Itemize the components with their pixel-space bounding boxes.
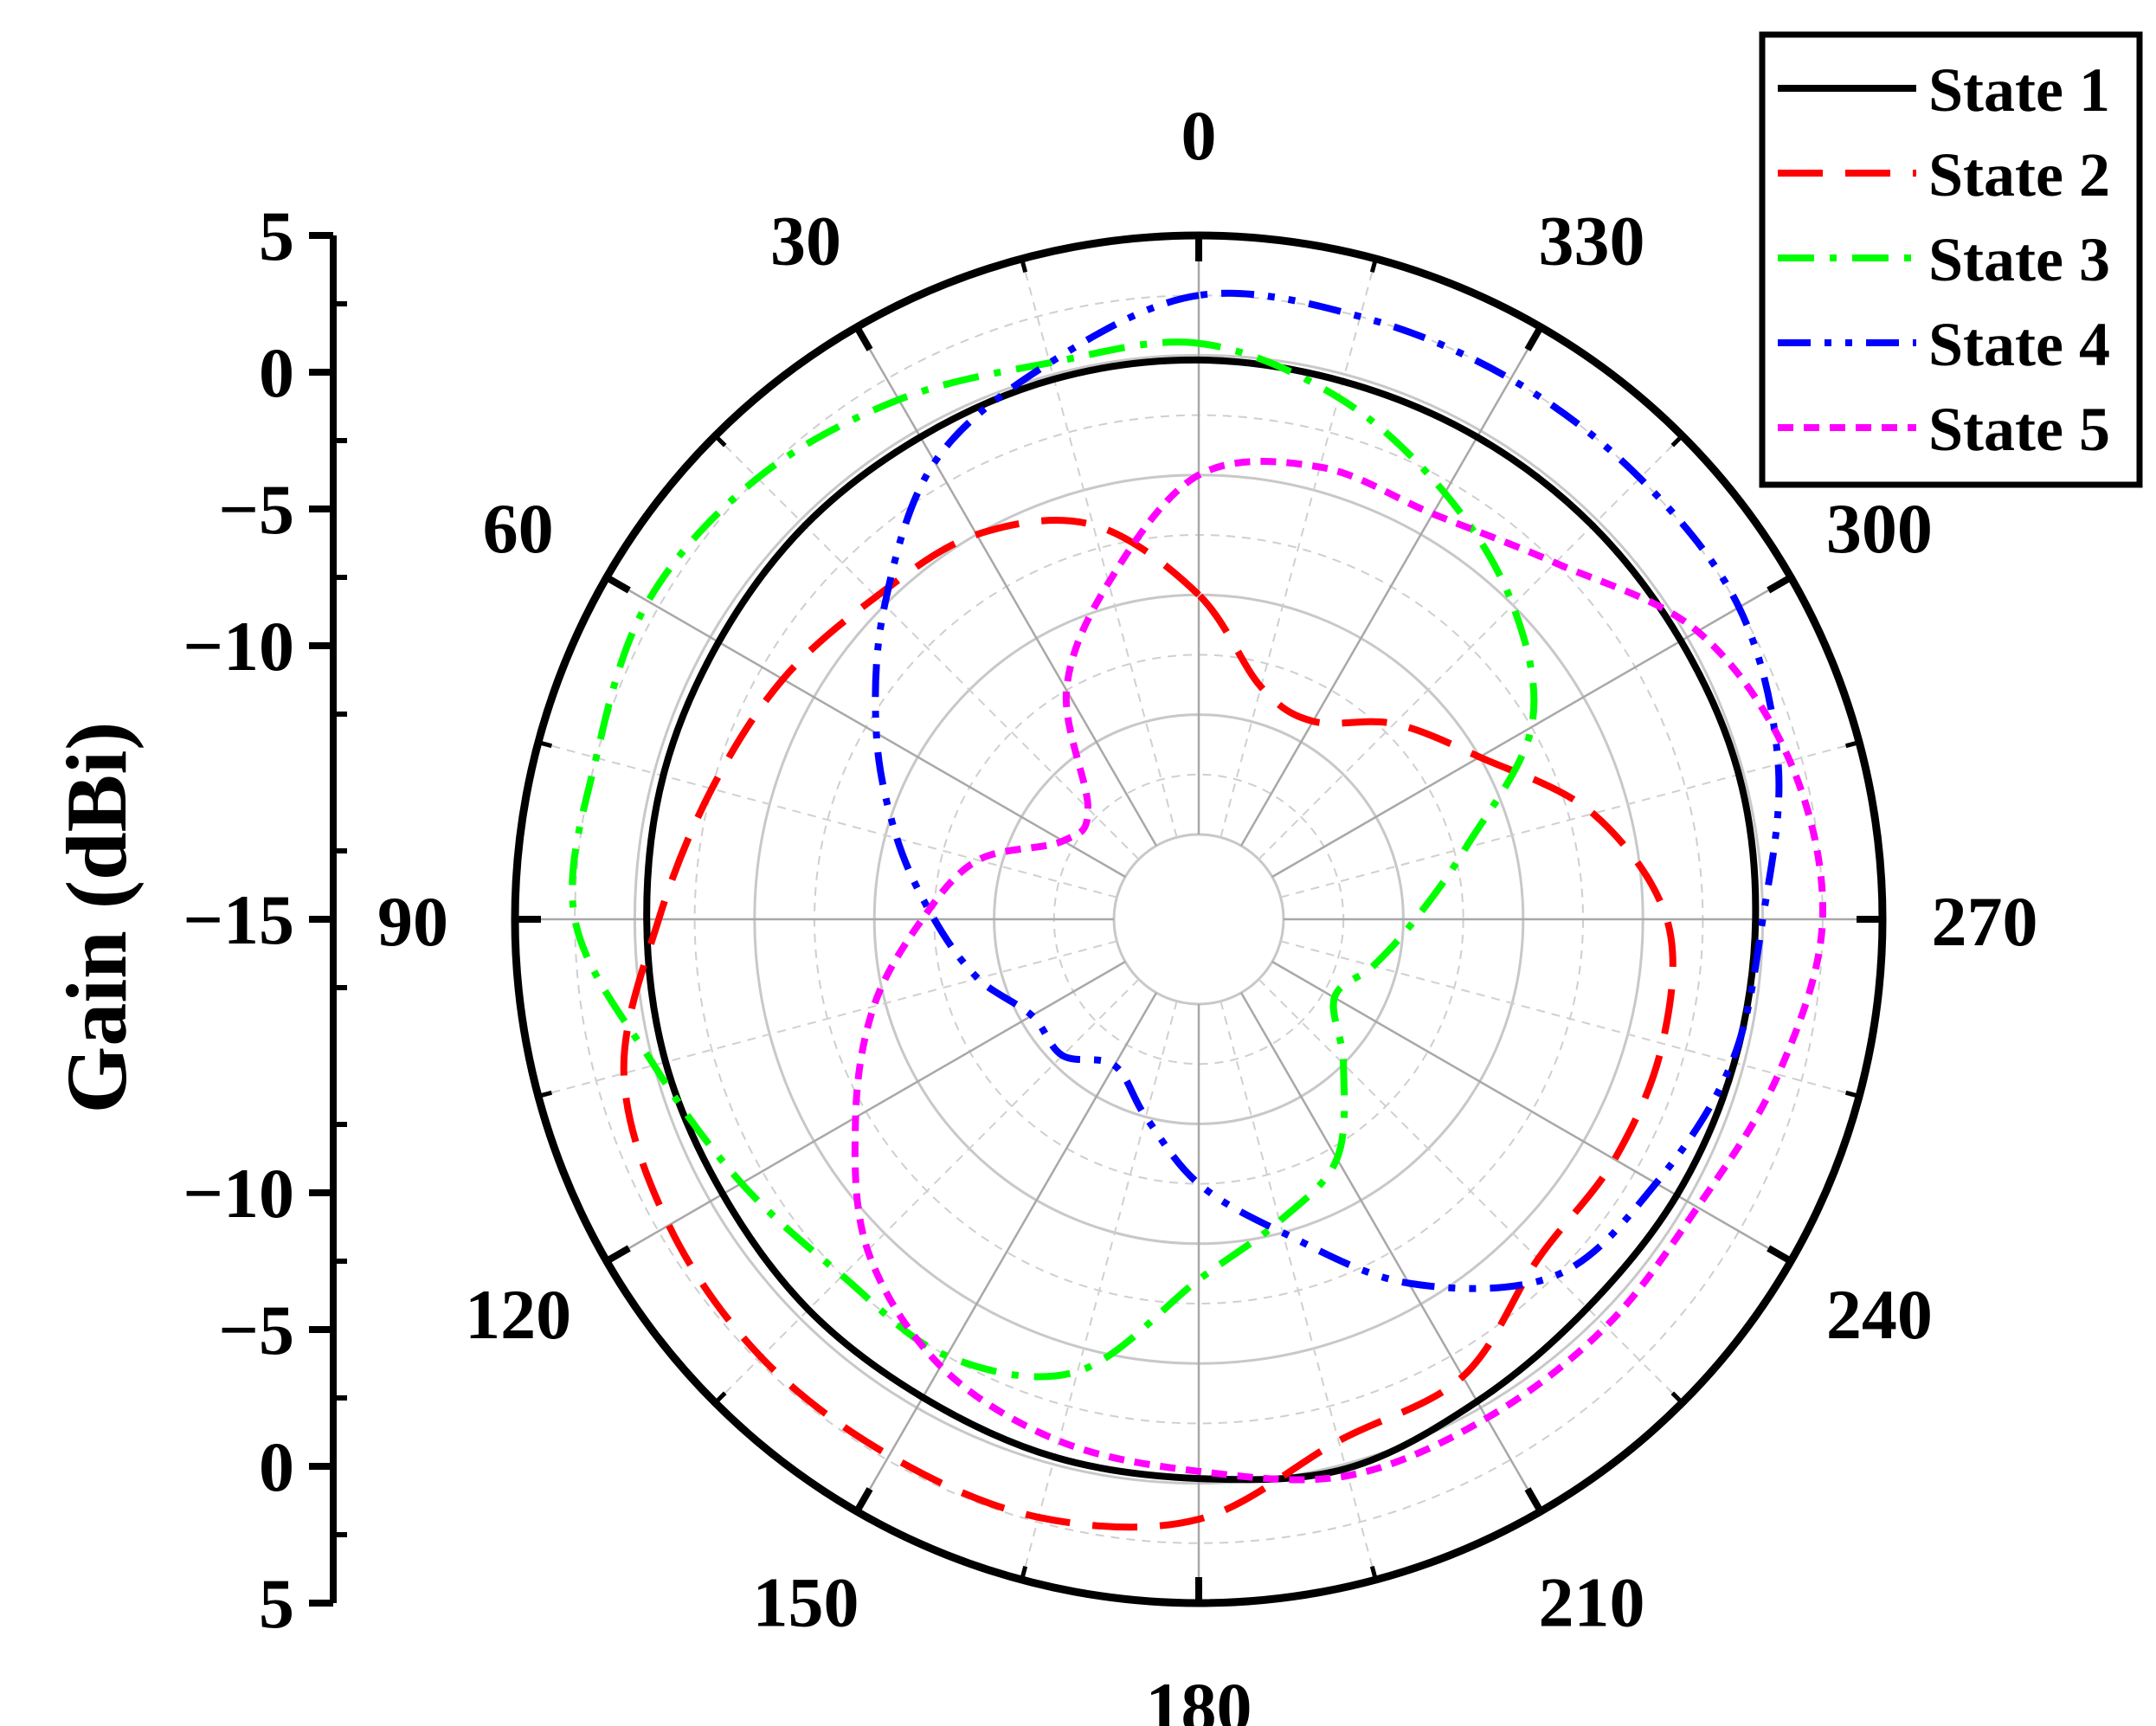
angle-tick — [1020, 1565, 1028, 1581]
grid-spoke-minor — [537, 741, 1117, 898]
grid-spoke-minor — [1020, 1001, 1178, 1581]
angular-tick-labels: 0 30 60 90 120 150 180 210 240 270 300 330 — [377, 96, 2038, 1726]
angle-tick-label: 330 — [1539, 202, 1645, 280]
radial-tick-label: −10 — [183, 1154, 294, 1233]
radial-tick-label: 0 — [259, 1427, 294, 1506]
grid-spoke-minor — [1258, 978, 1683, 1404]
angle-tick-label: 180 — [1146, 1668, 1252, 1726]
angle-tick — [853, 1487, 873, 1514]
series-line-state-5 — [851, 457, 1826, 1484]
angle-tick-label: 150 — [753, 1562, 859, 1641]
angle-tick — [1020, 258, 1028, 274]
series-line-state-3 — [569, 338, 1538, 1381]
grid-spoke-major — [1271, 576, 1792, 879]
angle-tick — [1670, 434, 1684, 448]
grid-spoke-major — [1239, 326, 1542, 847]
angle-tick-label: 120 — [465, 1275, 571, 1354]
grid-spoke-minor — [1280, 741, 1860, 898]
angle-tick — [713, 434, 727, 448]
grid-circle-inner — [1112, 833, 1285, 1006]
angle-tick-label: 210 — [1539, 1562, 1645, 1641]
angle-tick — [1524, 1487, 1544, 1514]
angle-tick-label: 270 — [1932, 882, 2038, 961]
legend: State 1 State 2 State 3 State 4 State 5 — [1759, 31, 2143, 488]
y-axis-title: Gain (dBi) — [48, 722, 145, 1114]
radial-tick-label: −15 — [183, 880, 294, 959]
radial-tick-label: −5 — [218, 470, 294, 549]
legend-label: State 5 — [1928, 395, 2110, 464]
legend-label: State 1 — [1928, 55, 2110, 125]
series-lines — [569, 289, 1826, 1531]
angle-tick — [604, 574, 631, 594]
angle-tick-label: 90 — [377, 882, 448, 961]
grid-spoke-minor — [1220, 1001, 1377, 1581]
angle-tick — [1369, 258, 1378, 274]
angle-tick — [1670, 1391, 1684, 1405]
angle-tick — [713, 1391, 727, 1405]
angle-tick — [853, 325, 873, 351]
angle-tick — [1767, 1245, 1793, 1265]
angle-tick-label: 0 — [1181, 96, 1217, 175]
legend-label: State 2 — [1928, 140, 2110, 209]
series-line-state-1 — [643, 356, 1760, 1484]
grid-spoke-major — [855, 992, 1158, 1512]
grid-spoke-minor — [1220, 258, 1377, 838]
angle-tick — [1844, 1090, 1860, 1098]
angle-tick-label: 240 — [1826, 1275, 1933, 1354]
angle-tick — [1524, 325, 1544, 351]
angle-tick — [1844, 740, 1860, 749]
grid-spoke-minor — [1280, 940, 1860, 1098]
grid-spoke-minor — [537, 940, 1117, 1098]
angle-tick — [1767, 574, 1793, 594]
legend-label: State 3 — [1928, 225, 2110, 294]
series-line-state-2 — [620, 517, 1677, 1531]
polar-grid — [515, 235, 1882, 1603]
legend-label: State 4 — [1928, 310, 2110, 379]
angle-tick — [537, 740, 553, 749]
grid-spoke-minor — [714, 978, 1140, 1404]
radial-tick-label: −10 — [183, 607, 294, 686]
radial-ticks: 5 0 −5 −10 −15 −10 −5 0 5 — [183, 196, 347, 1643]
angle-tick-label: 30 — [770, 202, 841, 280]
series-line-state-4 — [872, 289, 1783, 1292]
angle-tick — [537, 1090, 553, 1098]
polar-frame — [511, 231, 1887, 1607]
grid-spoke-major — [1271, 960, 1792, 1263]
radial-tick-label: 5 — [259, 196, 294, 275]
radial-axis: 5 0 −5 −10 −15 −10 −5 0 5 Gain (dBi) — [48, 196, 347, 1643]
radial-tick-label: −5 — [218, 1291, 294, 1369]
radial-tick-label: 0 — [259, 333, 294, 412]
radial-tick-label: 5 — [259, 1564, 294, 1643]
grid-spoke-minor — [1258, 435, 1683, 860]
grid-spoke-major — [855, 326, 1158, 847]
grid-spoke-minor — [1020, 258, 1178, 838]
grid-spoke-major — [1239, 992, 1542, 1512]
grid-spoke-major — [606, 576, 1126, 879]
legend-box — [1759, 31, 2143, 488]
angle-tick — [604, 1245, 631, 1265]
angle-tick — [1369, 1565, 1378, 1581]
grid-spoke-major — [606, 960, 1126, 1263]
angle-tick-label: 60 — [483, 489, 554, 568]
grid-spoke-minor — [714, 435, 1140, 860]
angle-tick-label: 300 — [1826, 489, 1933, 568]
